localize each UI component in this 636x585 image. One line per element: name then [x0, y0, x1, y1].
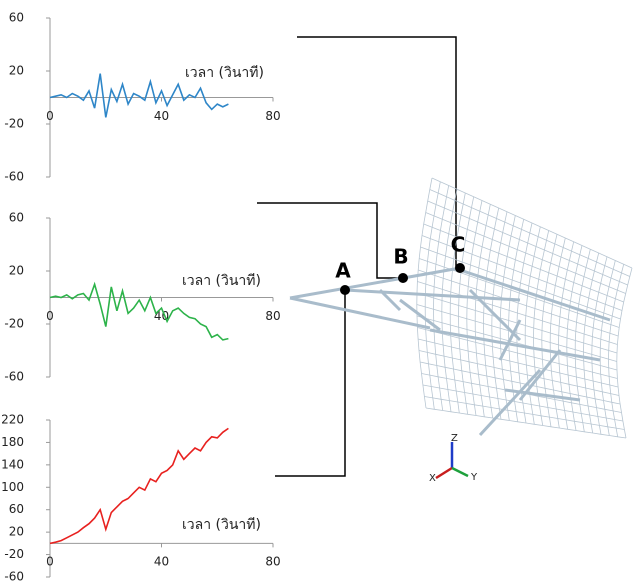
- label-c: C: [451, 233, 466, 257]
- y-tick-label: 220: [1, 413, 24, 427]
- x-axis-name: X: [429, 473, 436, 484]
- x-tick-label: 80: [265, 109, 280, 123]
- x-tick-label: 80: [265, 555, 280, 569]
- y-tick-label: -20: [4, 117, 24, 131]
- connectors: [257, 37, 456, 476]
- y-tick-label: 60: [9, 211, 24, 225]
- y-arrow: [452, 468, 468, 476]
- y-tick-label: 140: [1, 457, 24, 471]
- series-line: [50, 284, 228, 340]
- point-b: [398, 273, 408, 283]
- label-a: A: [335, 259, 351, 283]
- connector-a: [275, 290, 345, 476]
- y-tick-label: -60: [4, 570, 24, 584]
- wire-line: [617, 268, 632, 438]
- connector-b: [257, 203, 403, 278]
- y-tick-label: 20: [9, 264, 24, 278]
- y-tick-label: 20: [9, 64, 24, 78]
- x-axis-label: เวลา (วินาที): [182, 273, 261, 289]
- structure-model: [290, 178, 632, 438]
- figure: A B C X Y Z 60 20 -20 -60 0 40 80 เวลา (วินาที)…: [0, 0, 636, 585]
- point-c: [455, 263, 465, 273]
- y-axis-name: Y: [470, 472, 478, 483]
- x-tick-label: 40: [154, 555, 169, 569]
- y-tick-label: -20: [4, 547, 24, 561]
- y-tick-label: 60: [9, 11, 24, 25]
- z-axis-name: Z: [451, 433, 458, 444]
- x-arrow: [436, 468, 452, 478]
- y-tick-label: 100: [1, 480, 24, 494]
- x-tick-label: 40: [154, 109, 169, 123]
- x-axis-label: เวลา (วินาที): [185, 65, 264, 81]
- page: {"chart_data": [ {"type": "line", "x_lab…: [0, 0, 636, 585]
- x-axis-label: เวลา (วินาที): [182, 517, 261, 533]
- y-tick-label: 180: [1, 435, 24, 449]
- y-tick-label: -60: [4, 370, 24, 384]
- label-b: B: [393, 245, 408, 269]
- axis-triad: X Y Z: [429, 433, 478, 484]
- y-tick-label: 60: [9, 502, 24, 516]
- y-tick-label: -20: [4, 317, 24, 331]
- x-tick-label: 0: [46, 109, 54, 123]
- x-tick-label: 80: [265, 309, 280, 323]
- y-tick-label: -60: [4, 170, 24, 184]
- x-tick-label: 0: [46, 309, 54, 323]
- truss-member: [290, 298, 430, 328]
- y-tick-label: 20: [9, 525, 24, 539]
- point-a: [340, 285, 350, 295]
- x-tick-label: 0: [46, 555, 54, 569]
- wire-line: [424, 397, 624, 430]
